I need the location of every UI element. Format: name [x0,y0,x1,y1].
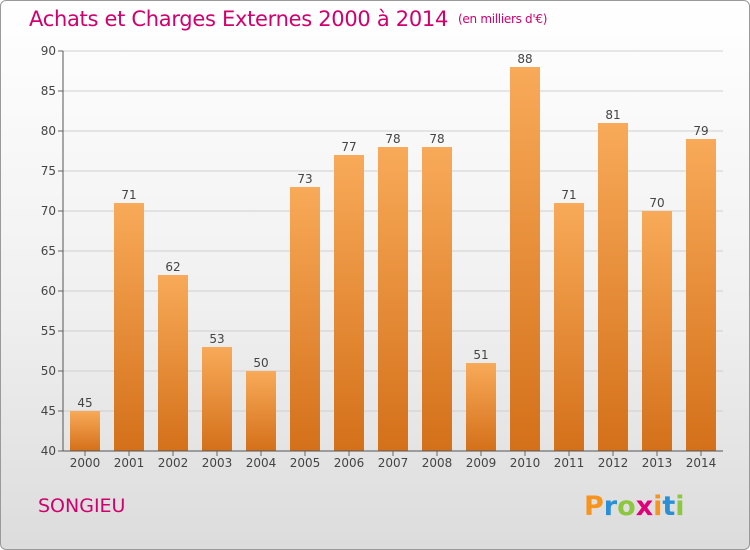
bar-2011 [554,203,584,451]
place-name: SONGIEU [38,495,126,517]
y-tick-label: 75 [41,164,56,178]
data-label: 81 [605,108,620,122]
data-label: 79 [693,124,708,138]
x-tick-label: 2014 [686,456,717,470]
data-label: 73 [297,172,312,186]
data-label: 53 [209,332,224,346]
bar-2003 [202,347,232,451]
data-label: 77 [341,140,356,154]
logo-letter: t [662,491,676,522]
x-tick-label: 2009 [466,456,497,470]
y-tick-label: 70 [41,204,56,218]
y-tick-label: 85 [41,84,56,98]
y-axis-labels: 40 45 50 55 60 65 70 75 80 85 90 [41,44,56,458]
x-tick-label: 2003 [202,456,233,470]
data-label: 71 [121,188,136,202]
x-tick-label: 2010 [510,456,541,470]
x-axis-labels: 2000 2001 2002 2003 2004 2005 2006 2007 2008 2009… [70,451,717,470]
bar-2009 [466,363,496,451]
data-label: 88 [517,52,532,66]
x-tick-label: 2002 [158,456,189,470]
y-tick-label: 45 [41,404,56,418]
title-text: Achats et Charges Externes 2000 à 2014 [29,7,449,31]
x-tick-label: 2007 [378,456,409,470]
x-tick-label: 2013 [642,456,673,470]
logo-letter: P [584,491,604,522]
x-tick-label: 2001 [114,456,145,470]
bar-2008 [422,147,452,451]
data-label: 78 [429,132,444,146]
data-label: 62 [165,260,180,274]
bar-2012 [598,123,628,451]
x-tick-label: 2008 [422,456,453,470]
x-tick-label: 2011 [554,456,585,470]
logo-letter: i [653,491,663,522]
x-tick-label: 2000 [70,456,101,470]
y-tick-label: 90 [41,44,56,58]
logo-letter: r [603,491,618,522]
proxiti-logo: Proxiti [584,491,685,522]
x-tick-label: 2006 [334,456,365,470]
bar-2005 [290,187,320,451]
bar-2010 [510,67,540,451]
logo-letter: i [675,491,685,522]
y-tick-label: 55 [41,324,56,338]
bar-2013 [642,211,672,451]
bar-2006 [334,155,364,451]
data-label: 51 [473,348,488,362]
bars: 45 71 62 53 50 73 77 78 78 51 88 71 81 70 79 [70,52,716,451]
x-tick-label: 2012 [598,456,629,470]
y-tick-label: 50 [41,364,56,378]
data-label: 50 [253,356,268,370]
bar-2007 [378,147,408,451]
data-label: 71 [561,188,576,202]
data-label: 45 [77,396,92,410]
y-tick-label: 65 [41,244,56,258]
bar-2000 [70,411,100,451]
logo-letter: o [617,491,636,522]
data-label: 78 [385,132,400,146]
unit-label: (en milliers d'€) [458,12,548,26]
logo-letter: x [635,491,654,522]
bar-2004 [246,371,276,451]
chart-title: Achats et Charges Externes 2000 à 2014 (e… [29,7,547,31]
y-tick-label: 40 [41,444,56,458]
bar-2014 [686,139,716,451]
axes [62,51,723,452]
data-label: 70 [649,196,664,210]
y-tick-label: 80 [41,124,56,138]
bar-2001 [114,203,144,451]
bar-2002 [158,275,188,451]
x-tick-label: 2004 [246,456,277,470]
x-tick-label: 2005 [290,456,321,470]
y-tick-label: 60 [41,284,56,298]
